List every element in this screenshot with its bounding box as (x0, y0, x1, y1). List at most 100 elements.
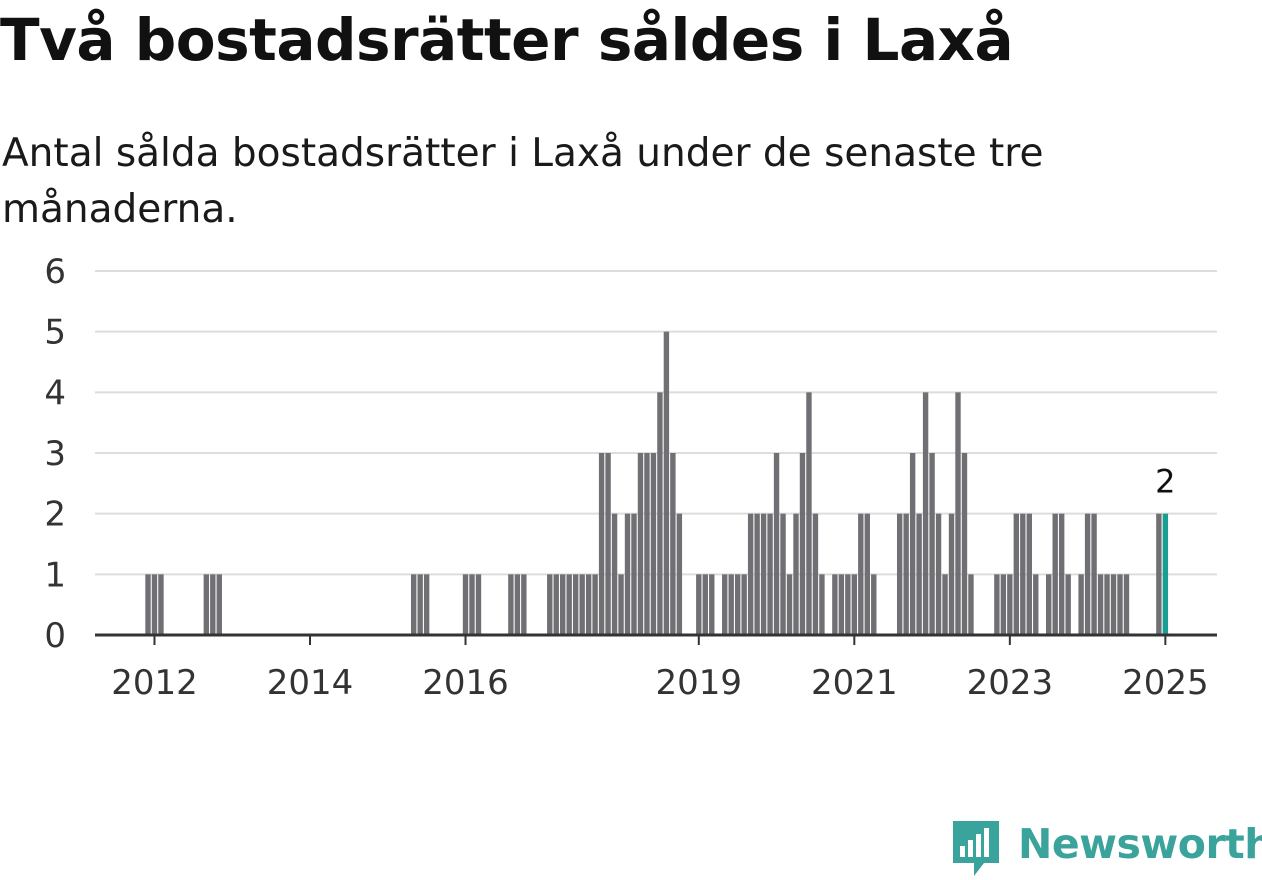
bar (605, 453, 611, 635)
newsworthy-logo: Newsworthy (950, 814, 1262, 880)
y-tick-label: 4 (44, 373, 66, 413)
x-tick-label: 2016 (422, 663, 509, 703)
bar (793, 513, 799, 635)
bar (734, 574, 741, 635)
bar (1091, 513, 1097, 635)
bar (709, 574, 715, 635)
bar (572, 574, 579, 635)
bar (896, 513, 903, 635)
bar (780, 513, 786, 635)
bar (773, 453, 780, 635)
x-tick-label: 2021 (811, 663, 898, 703)
y-tick-label: 2 (44, 495, 66, 535)
page-title: Två bostadsrätter såldes i Laxå (0, 6, 1014, 74)
bar (151, 574, 158, 635)
bar-chart: 0 1 2 3 4 5 6 2012 2014 2016 2019 2021 2023 2025 2 (44, 252, 1217, 703)
y-tick-label: 5 (44, 313, 66, 353)
bar (722, 574, 728, 635)
bar (637, 453, 644, 635)
bar (948, 513, 955, 635)
bar (968, 574, 974, 635)
bar (423, 574, 430, 635)
bar (845, 574, 851, 635)
bar (747, 513, 754, 635)
bar (1033, 574, 1039, 635)
bar (786, 574, 793, 635)
bar (799, 453, 806, 635)
bar (1084, 513, 1091, 635)
bar (838, 574, 845, 635)
bar (767, 513, 773, 635)
bar (475, 574, 482, 635)
bar (618, 574, 624, 635)
bar (728, 574, 734, 635)
bar (598, 453, 605, 635)
bar (812, 513, 819, 635)
bar (994, 574, 1000, 635)
bar (1007, 574, 1013, 635)
bar (935, 513, 942, 635)
bar (929, 453, 935, 635)
bar (1058, 513, 1065, 635)
bar (851, 574, 858, 635)
bar (858, 513, 864, 635)
annotations: 2 (1155, 463, 1175, 501)
bar (657, 392, 663, 635)
bar (1052, 513, 1058, 635)
bar (1123, 574, 1130, 635)
bar (644, 453, 650, 635)
bar (806, 392, 812, 635)
bar (624, 513, 631, 635)
bar (547, 574, 553, 635)
bar (631, 513, 637, 635)
bar (521, 574, 527, 635)
bar (553, 574, 559, 635)
bar (417, 574, 423, 635)
bar (696, 574, 702, 635)
bar (916, 513, 922, 635)
data-label: 2 (1155, 463, 1175, 501)
bar (210, 574, 216, 635)
bar-chart-speech-icon (953, 821, 999, 876)
bar (145, 574, 151, 635)
bar (670, 453, 676, 635)
bar (760, 513, 767, 635)
bar (819, 574, 825, 635)
bar (216, 574, 222, 635)
bars (145, 331, 1169, 635)
bar (1065, 574, 1071, 635)
bar (1110, 574, 1117, 635)
bar (592, 574, 598, 635)
bar (1020, 513, 1026, 635)
x-tick-label: 2014 (267, 663, 354, 703)
bar (909, 453, 916, 635)
bar (469, 574, 475, 635)
bar (611, 513, 618, 635)
y-tick-label: 3 (44, 434, 66, 474)
bar (1097, 574, 1104, 635)
bar (961, 453, 968, 635)
bar (560, 574, 566, 635)
y-tick-label: 1 (44, 555, 66, 595)
bar (462, 574, 469, 635)
bar (832, 574, 838, 635)
x-tick-label: 2025 (1122, 663, 1209, 703)
bar (579, 574, 585, 635)
chart-subtitle: Antal sålda bostadsrätter i Laxå under d… (2, 131, 1044, 232)
y-axis-ticks: 0 1 2 3 4 5 6 (44, 252, 66, 656)
bar (585, 574, 592, 635)
bar (1156, 513, 1162, 635)
bar (650, 453, 657, 635)
bar (1026, 513, 1032, 635)
bar (1078, 574, 1084, 635)
y-tick-label: 6 (44, 252, 66, 292)
bar (871, 574, 877, 635)
x-axis-ticks: 2012 2014 2016 2019 2021 2023 2025 (111, 635, 1209, 703)
bar (1013, 513, 1020, 635)
brand-name: Newsworthy (1018, 820, 1262, 868)
bar (922, 392, 929, 635)
bar (158, 574, 164, 635)
bar (754, 513, 760, 635)
bar (508, 574, 514, 635)
x-tick-label: 2023 (967, 663, 1054, 703)
